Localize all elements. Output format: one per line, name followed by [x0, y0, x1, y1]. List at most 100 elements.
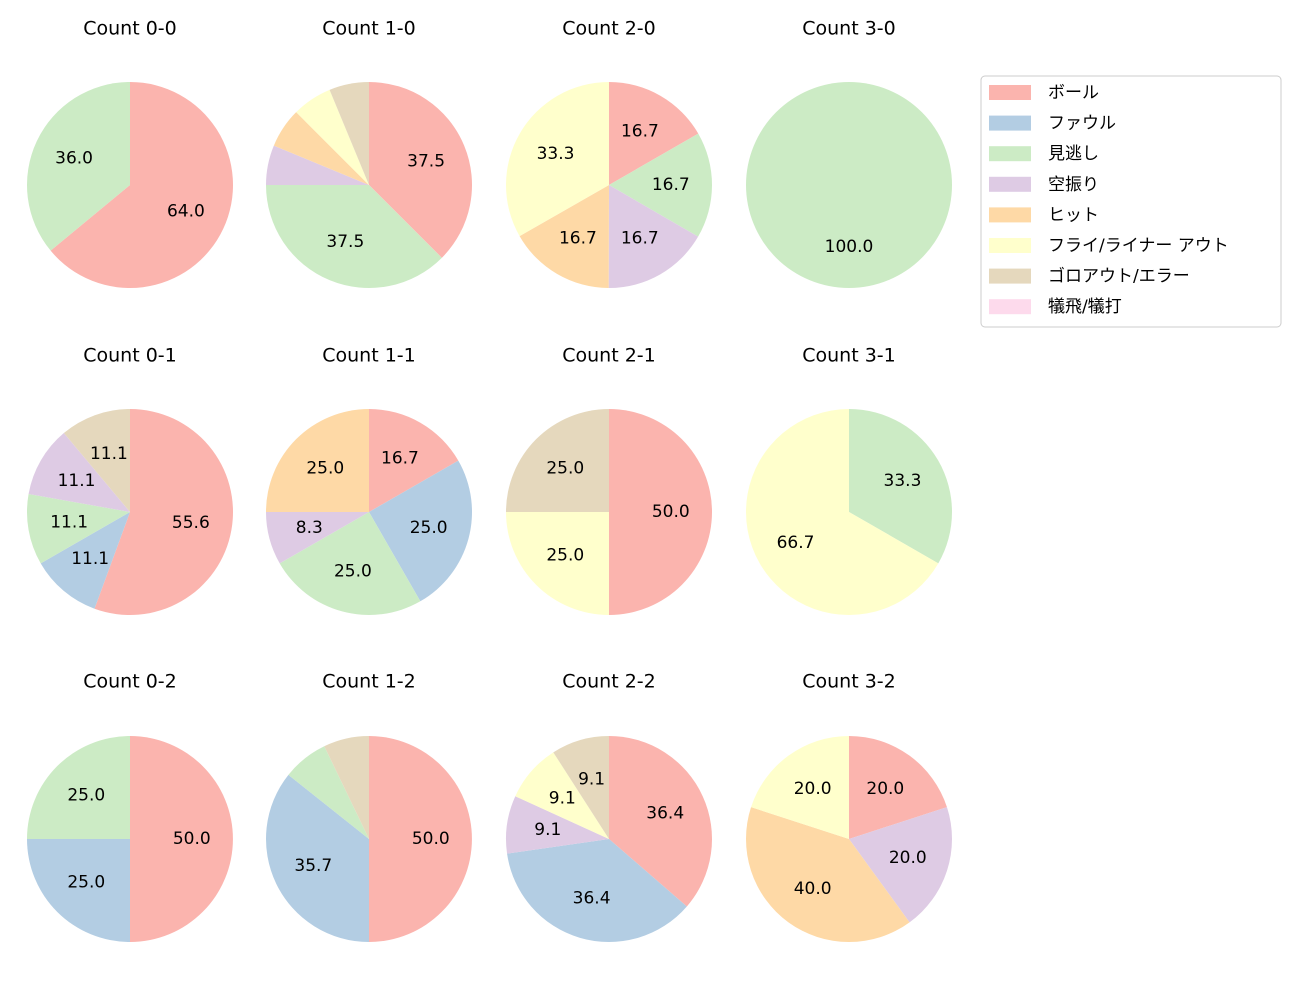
pie-slice — [130, 736, 233, 942]
pie-slice — [94, 409, 234, 615]
pie-slice — [296, 89, 369, 185]
slice-label: 36.4 — [573, 888, 611, 908]
legend-swatch — [989, 115, 1031, 131]
legend-swatch — [989, 207, 1031, 223]
slice-label: 16.7 — [621, 229, 659, 249]
slice-label: 11.1 — [58, 471, 96, 491]
pie-slice — [369, 736, 472, 942]
chart-title: Count 3-0 — [802, 18, 896, 40]
slice-label: 37.5 — [326, 232, 364, 252]
pie-slice — [266, 185, 442, 288]
slice-label: 50.0 — [652, 502, 690, 522]
slice-label: 100.0 — [825, 237, 874, 257]
slice-label: 50.0 — [412, 829, 450, 849]
slice-label: 11.1 — [71, 549, 109, 569]
pie-slice — [745, 409, 939, 616]
pie-slice — [279, 512, 421, 615]
slice-label: 16.7 — [559, 228, 597, 248]
slice-label: 11.1 — [50, 513, 88, 533]
slice-label: 25.0 — [546, 546, 584, 566]
slice-label: 33.3 — [884, 471, 922, 491]
pie-slice — [28, 433, 130, 512]
legend-label: ボール — [1048, 83, 1099, 103]
slice-label: 11.1 — [90, 444, 128, 464]
pie-slice — [369, 409, 459, 512]
slice-label: 36.4 — [646, 803, 684, 823]
slice-label: 36.0 — [55, 149, 93, 169]
slice-label: 9.1 — [578, 770, 605, 790]
legend-label: フライ/ライナー アウト — [1048, 236, 1229, 256]
legend-label: ヒット — [1048, 205, 1099, 225]
pie-slice — [273, 112, 369, 185]
legend-label: ゴロアウト/エラー — [1048, 266, 1190, 287]
legend-label: ファウル — [1048, 114, 1116, 134]
pie-slice — [609, 133, 712, 237]
slice-label: 16.7 — [381, 449, 419, 469]
pie-slice — [609, 736, 713, 907]
slice-label: 8.3 — [296, 518, 323, 538]
slice-label: 66.7 — [777, 533, 815, 553]
legend-swatch — [989, 238, 1031, 253]
pie-slice — [266, 774, 369, 942]
legend-swatch — [989, 268, 1031, 284]
slice-label: 25.0 — [306, 458, 344, 478]
chart-title: Count 1-1 — [322, 345, 416, 367]
pie-slice — [506, 409, 609, 512]
slice-label: 40.0 — [794, 879, 832, 899]
legend-label: 犠飛/犠打 — [1048, 297, 1122, 317]
pie-slice — [369, 82, 472, 258]
chart-title: Count 3-2 — [802, 671, 896, 693]
pie-slice — [609, 409, 712, 615]
chart-title: Count 3-1 — [802, 345, 896, 367]
pie-slice — [369, 460, 473, 602]
slice-label: 16.7 — [621, 121, 659, 141]
slice-label: 50.0 — [173, 829, 211, 849]
chart-title: Count 1-0 — [322, 18, 416, 40]
legend-swatch — [989, 299, 1031, 315]
pie-slice — [507, 839, 687, 943]
chart-title: Count 0-2 — [83, 671, 177, 693]
pie-slice — [324, 736, 369, 839]
pie-slice — [519, 185, 609, 288]
pie-slice — [40, 512, 130, 609]
slice-label: 20.0 — [889, 848, 927, 868]
slice-label: 37.5 — [407, 151, 445, 171]
chart-title: Count 1-2 — [322, 671, 416, 693]
slice-label: 25.0 — [334, 562, 372, 582]
pie-slice — [266, 409, 369, 512]
pie-slice — [609, 82, 699, 185]
pie-slice — [746, 807, 910, 942]
chart-title: Count 2-2 — [562, 671, 656, 693]
slice-label: 25.0 — [67, 785, 105, 805]
legend-swatch — [989, 85, 1031, 100]
pie-slice — [608, 185, 699, 288]
pie-slice — [266, 512, 369, 564]
chart-title: Count 0-1 — [83, 345, 177, 367]
chart-title: Count 2-0 — [562, 18, 656, 40]
legend-label: 見逃し — [1048, 144, 1099, 164]
slice-label: 64.0 — [167, 201, 205, 221]
slice-label: 16.7 — [652, 175, 690, 195]
pie-slice — [329, 82, 369, 185]
pie-slice — [553, 736, 609, 839]
pie-slice — [26, 493, 130, 564]
pie-slice — [751, 736, 849, 839]
pie-slice — [515, 752, 609, 839]
pie-slice — [506, 796, 609, 854]
pie-slice — [746, 82, 952, 288]
slice-label: 20.0 — [866, 779, 904, 799]
pie-slice — [849, 409, 953, 564]
pie-slice — [849, 807, 952, 923]
slice-label: 20.0 — [794, 779, 832, 799]
pie-slice — [63, 409, 130, 512]
pie-slice — [27, 736, 130, 839]
slice-label: 25.0 — [546, 458, 584, 478]
pie-slice — [288, 746, 369, 839]
pie-slice — [27, 82, 131, 251]
legend-swatch — [989, 176, 1031, 192]
pie-slice — [27, 839, 130, 942]
legend-label: 空振り — [1048, 175, 1099, 195]
pie-slice — [849, 736, 947, 839]
pie-slice — [506, 512, 609, 615]
